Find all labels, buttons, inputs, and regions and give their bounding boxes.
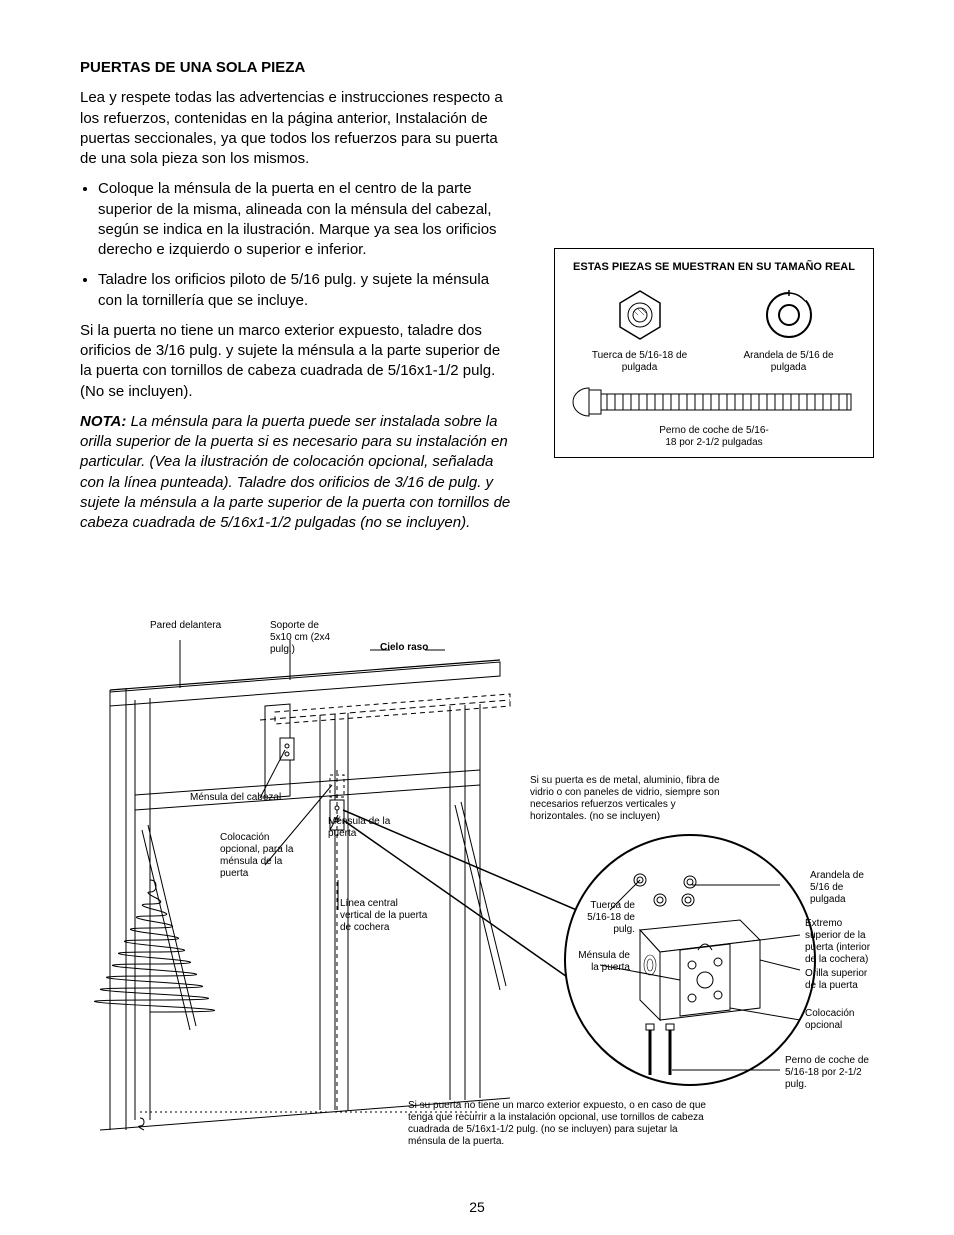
nut-label: Tuerca de 5/16-18 de pulgada [580,350,700,374]
nota-label: NOTA: [80,413,126,430]
parts-row-nut-washer [565,287,863,346]
carriage-bolt-icon [569,382,859,422]
bullet-item: Coloque la ménsula de la puerta en el ce… [98,179,514,260]
nut-icon [612,287,668,343]
left-column: PUERTAS DE UNA SOLA PIEZA Lea y respete … [80,58,514,543]
label-detail-orilla: Orilla superior de la puerta [805,968,875,992]
right-column: ESTAS PIEZAS SE MUESTRAN EN SU TAMAÑO RE… [554,58,874,543]
label-detail-mensula: Ménsula de la puerta [575,950,630,974]
label-soporte: Soporte de 5x10 cm (2x4 pulg.) [270,620,340,656]
parts-box-title: ESTAS PIEZAS SE MUESTRAN EN SU TAMAÑO RE… [565,261,863,273]
label-mensula-cabezal: Ménsula del cabezal [190,792,290,804]
parts-row-labels: Tuerca de 5/16-18 de pulgada Arandela de… [565,350,863,374]
bullet-item: Taladre los orificios piloto de 5/16 pul… [98,270,514,311]
label-detail-extremo: Extremo superior de la puerta (interior … [805,918,875,966]
intro-paragraph: Lea y respete todas las advertencias e i… [80,88,514,169]
bullet-list: Coloque la ménsula de la puerta en el ce… [98,179,514,311]
label-pared: Pared delantera [150,620,221,632]
nota-paragraph: NOTA: La ménsula para la puerta puede se… [80,412,514,534]
nut-group [612,287,668,346]
installation-diagram: Pared delantera Soporte de 5x10 cm (2x4 … [80,620,874,1180]
label-linea-central: Línea central vertical de la puerta de c… [340,898,430,934]
page: PUERTAS DE UNA SOLA PIEZA Lea y respete … [0,0,954,1235]
page-number: 25 [0,1199,954,1215]
label-colocacion-opcional: Colocación opcional, para la ménsula de … [220,832,310,880]
parts-box: ESTAS PIEZAS SE MUESTRAN EN SU TAMAÑO RE… [554,248,874,458]
label-metal-note: Si su puerta es de metal, aluminio, fibr… [530,775,730,823]
bolt-row: Perno de coche de 5/16-18 por 2-1/2 pulg… [565,382,863,449]
label-detail-colocacion: Colocación opcional [805,1008,875,1032]
noframe-paragraph: Si la puerta no tiene un marco exterior … [80,321,514,402]
label-noframe-note: Si su puerta no tiene un marco exterior … [408,1100,708,1148]
washer-group [761,287,817,346]
two-columns: PUERTAS DE UNA SOLA PIEZA Lea y respete … [80,58,874,543]
washer-icon [761,287,817,343]
washer-label: Arandela de 5/16 de pulgada [729,350,849,374]
label-mensula-puerta: Ménsula de la puerta [328,816,398,840]
bolt-label: Perno de coche de 5/16-18 por 2-1/2 pulg… [654,425,774,449]
label-detail-tuerca: Tuerca de 5/16-18 de pulg. [575,900,635,936]
label-cielo: Cielo raso [380,642,428,654]
label-detail-perno: Perno de coche de 5/16-18 por 2-1/2 pulg… [785,1055,870,1091]
label-detail-arandela: Arandela de 5/16 de pulgada [810,870,870,906]
section-title: PUERTAS DE UNA SOLA PIEZA [80,58,514,78]
nota-body: La ménsula para la puerta puede ser inst… [80,413,510,531]
diagram-svg [80,620,874,1180]
